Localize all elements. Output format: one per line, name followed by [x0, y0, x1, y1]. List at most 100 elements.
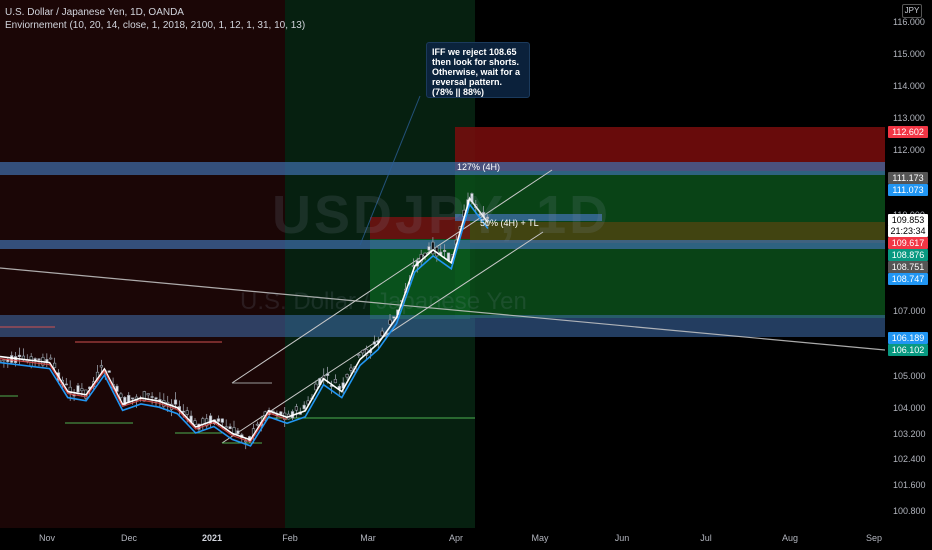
x-tick-label: Mar [360, 533, 376, 543]
entry-zone-orange [470, 222, 885, 243]
y-tick-label: 112.000 [893, 145, 925, 156]
resistance-zone-111 [0, 162, 885, 175]
x-tick-label: Jun [614, 533, 630, 543]
candle-body [37, 358, 41, 361]
y-tick-label: 107.000 [893, 306, 926, 317]
candle-body [142, 391, 146, 402]
candle-body [220, 418, 224, 423]
x-tick-label: 2021 [201, 533, 223, 543]
price-tag: 106.189 [888, 332, 928, 345]
price-tag: 112.602 [888, 125, 928, 138]
indicator-title[interactable]: Enviornement (10, 20, 14, close, 1, 2018… [5, 20, 306, 31]
candle-body [442, 249, 447, 252]
candle-body [146, 393, 150, 396]
candle-body [236, 430, 240, 435]
candle-body [185, 410, 189, 415]
candle-body [361, 350, 365, 354]
channel-upper [231, 169, 553, 384]
candle-body [193, 420, 197, 425]
currency-badge[interactable]: JPY [902, 4, 922, 18]
candle-body [80, 388, 84, 392]
y-tick-label: 113.000 [893, 113, 925, 124]
candle-body [314, 383, 318, 391]
ema-slow-line [0, 202, 489, 447]
candle-body [349, 367, 353, 371]
candle-body [357, 354, 361, 356]
long-trendline [0, 267, 885, 351]
candle-body [0, 360, 2, 362]
price-tag: 108.751 [888, 261, 928, 274]
candle-body [216, 418, 221, 422]
candle-body [255, 423, 260, 426]
candle-body [333, 378, 338, 384]
candle-body [2, 359, 6, 362]
y-tick-label: 104.000 [893, 402, 926, 413]
price-tag: 106.102 [888, 344, 928, 357]
y-tick-label: 115.000 [893, 48, 925, 59]
candle-body [150, 396, 154, 398]
fib-50-zone [455, 214, 602, 221]
ema-red-line [0, 358, 288, 443]
candle-body [64, 383, 68, 386]
candle-body [392, 316, 396, 319]
x-tick-label: Apr [448, 533, 464, 543]
chart-legend[interactable]: U.S. Dollar / Japanese Yen, 1D, OANDA En… [5, 6, 305, 32]
candle-body [68, 386, 72, 394]
candle-body [131, 397, 135, 400]
x-tick-label: Jul [700, 533, 712, 543]
candle-body [17, 354, 22, 357]
candle-body [76, 385, 80, 393]
candle-body [325, 373, 330, 376]
y-tick-label: 101.600 [893, 480, 926, 491]
candle-body [115, 385, 119, 392]
note-leader [359, 95, 421, 246]
candle-body [52, 362, 57, 368]
green-box [370, 239, 470, 319]
y-tick-label: 102.400 [893, 454, 926, 465]
time-axis[interactable]: Nov Dec 2021 Feb Mar Apr May Jun Jul Aug Sep [0, 528, 885, 550]
fib-127-label: 127% (4H) [457, 162, 501, 172]
price-tag: 111.073 [888, 183, 928, 196]
x-tick-label: Nov [38, 533, 56, 543]
candle-body [173, 399, 178, 405]
y-tick-label: 116.000 [893, 16, 925, 27]
candle-body [29, 356, 33, 367]
candle-body [49, 357, 53, 360]
candle-body [380, 330, 384, 337]
candle-body [107, 370, 111, 373]
y-tick-label: 105.000 [893, 370, 926, 381]
ema-fast-line [0, 196, 489, 441]
entry-zone-red [370, 217, 470, 239]
candle-body [14, 356, 18, 363]
x-tick-label: May [531, 533, 549, 543]
candle-body [431, 241, 435, 255]
candle-body [302, 404, 306, 410]
bear-session-band [0, 0, 285, 528]
symbol-title[interactable]: U.S. Dollar / Japanese Yen, 1D, OANDA [5, 7, 184, 18]
price-tag: 108.747 [888, 273, 928, 286]
candle-body [224, 426, 228, 429]
candle-body [294, 406, 299, 411]
trade-note[interactable]: IFF we reject 108.65 then look for short… [426, 42, 530, 98]
candle-body [10, 355, 14, 363]
price-axis[interactable]: 116.000 115.000 114.000 113.000 112.000 111.0… [885, 0, 932, 528]
candle-body [485, 216, 490, 219]
candle-body [119, 393, 123, 398]
price-tag: 108.876 [888, 249, 928, 262]
y-tick-label: 100.800 [893, 505, 926, 516]
x-tick-label: Feb [282, 533, 298, 543]
price-tag: 111.173 [888, 171, 928, 184]
countdown-timer: 21:23:34 [888, 225, 928, 238]
x-tick-label: Aug [781, 533, 799, 543]
candle-body [388, 319, 392, 325]
watermark-symbol: USDJPY, 1D [272, 185, 612, 245]
candle-body [127, 395, 131, 403]
candlestick-series [0, 192, 490, 450]
candle-body [427, 246, 431, 251]
support-zone-106 [0, 315, 885, 337]
fib-50-label: 50% (4H) + TL [480, 218, 539, 228]
candle-body [372, 341, 377, 345]
candle-body [154, 397, 158, 400]
y-tick-label: 103.200 [893, 428, 926, 439]
